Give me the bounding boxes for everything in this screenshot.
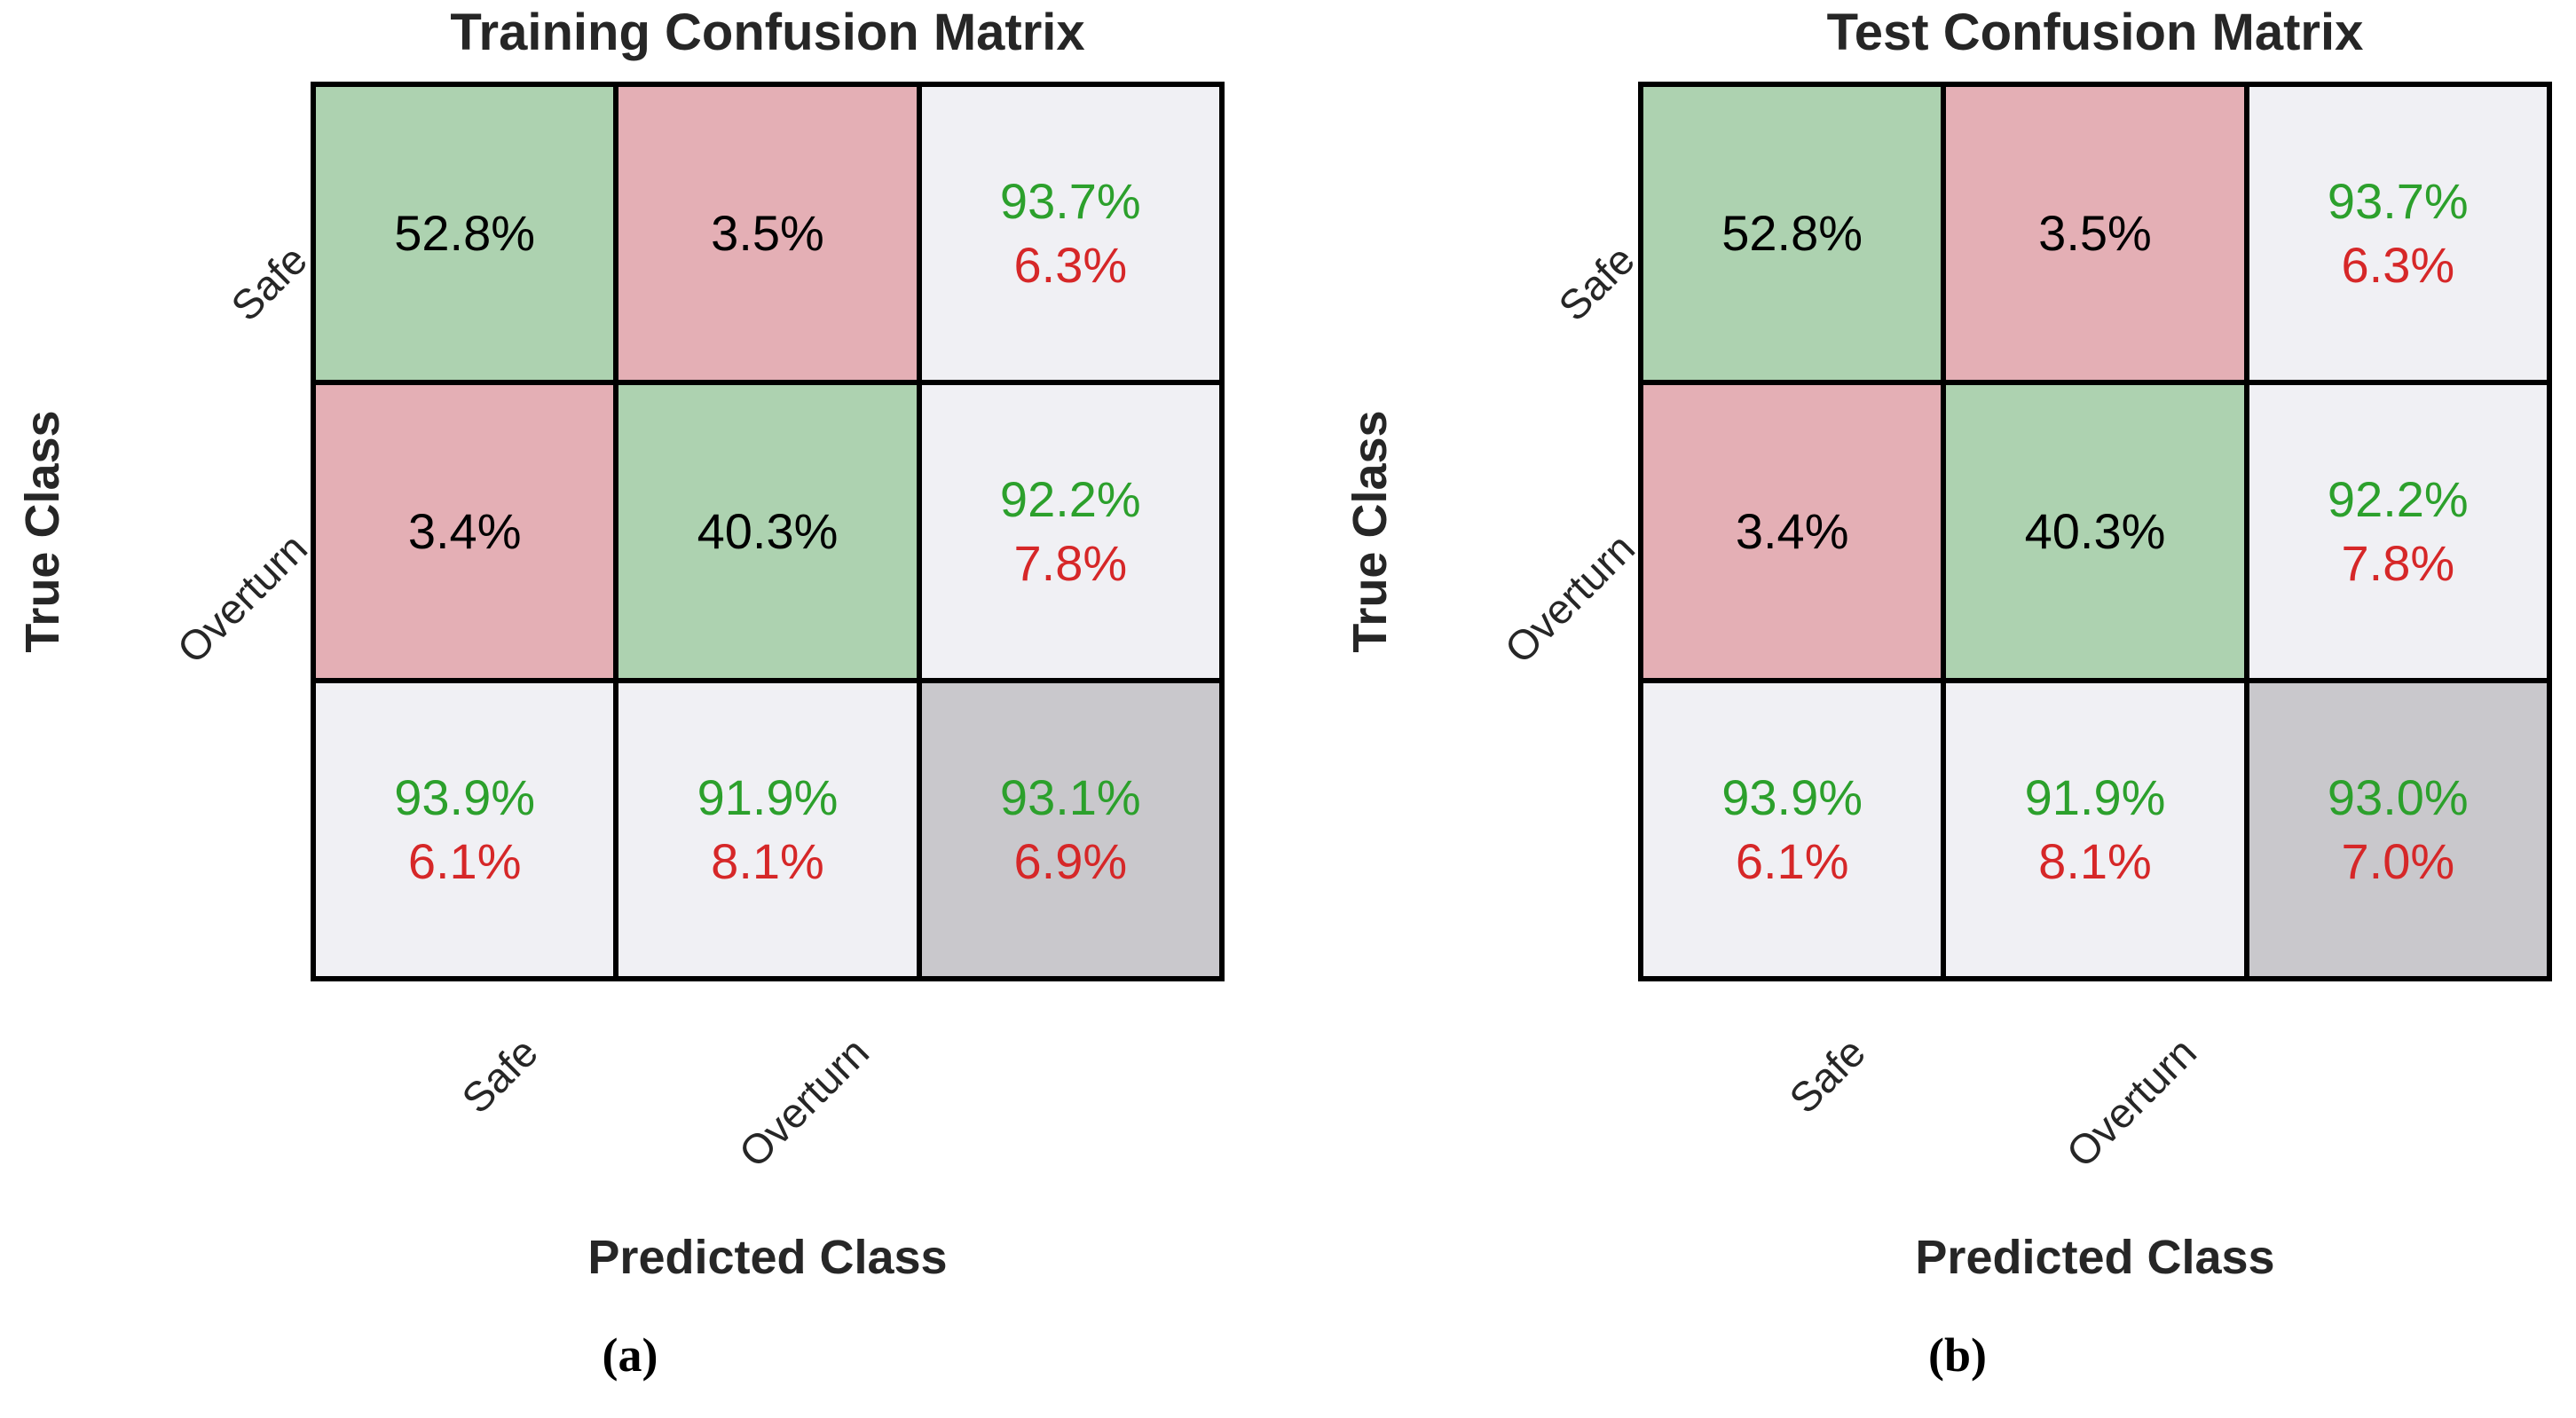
cell-true-safe-pred-safe: 52.8%: [1643, 87, 1942, 380]
cell-true-overturn-pred-safe: 3.4%: [316, 385, 614, 678]
summary-negative-value: 7.0%: [2341, 833, 2455, 889]
cell-value: 3.5%: [711, 205, 824, 262]
subfigure-caption-b: (b): [1928, 1328, 1987, 1382]
cell-true-overturn-pred-overturn: 40.3%: [1946, 385, 2244, 678]
summary-positive-value: 92.2%: [2327, 471, 2469, 528]
x-tick-safe: Safe: [453, 1028, 547, 1123]
panel-b-title: Test Confusion Matrix: [1826, 4, 2364, 61]
cell-value: 52.8%: [1721, 205, 1863, 262]
subfigure-caption-a: (a): [602, 1328, 658, 1382]
summary-positive-value: 93.9%: [1721, 769, 1863, 826]
col-summary-overturn: 91.9% 8.1%: [1946, 683, 2244, 976]
panel-a-title: Training Confusion Matrix: [450, 4, 1085, 61]
summary-positive-value: 93.7%: [2327, 173, 2469, 230]
col-summary-safe: 93.9% 6.1%: [316, 683, 614, 976]
summary-positive-value: 91.9%: [2024, 769, 2166, 826]
row-summary-overturn: 92.2% 7.8%: [2249, 385, 2547, 678]
y-axis-label: True Class: [1343, 410, 1397, 653]
x-tick-overturn: Overturn: [729, 1028, 878, 1177]
cell-value: 3.4%: [1735, 503, 1849, 560]
summary-negative-value: 6.3%: [2341, 237, 2455, 293]
cell-value: 3.4%: [407, 503, 522, 560]
cell-true-overturn-pred-safe: 3.4%: [1643, 385, 1942, 678]
y-axis-label: True Class: [16, 410, 69, 653]
cell-value: 3.5%: [2038, 205, 2152, 262]
row-summary-overturn: 92.2% 7.8%: [921, 385, 1219, 678]
x-axis-label: Predicted Class: [587, 1231, 948, 1284]
summary-negative-value: 7.8%: [2341, 535, 2455, 591]
cell-value: 40.3%: [2024, 503, 2166, 560]
summary-positive-value: 93.0%: [2327, 769, 2469, 826]
overall-accuracy-cell: 93.1% 6.9%: [921, 683, 1219, 976]
summary-negative-value: 7.8%: [1013, 535, 1128, 591]
summary-negative-value: 6.3%: [1013, 237, 1128, 293]
cell-true-overturn-pred-overturn: 40.3%: [618, 385, 917, 678]
cell-value: 52.8%: [394, 205, 536, 262]
y-tick-safe: Safe: [1549, 235, 1644, 330]
overall-accuracy-cell: 93.0% 7.0%: [2249, 683, 2547, 976]
summary-positive-value: 93.1%: [999, 769, 1141, 826]
y-tick-safe: Safe: [222, 235, 317, 330]
summary-negative-value: 6.1%: [407, 833, 522, 889]
row-summary-safe: 93.7% 6.3%: [2249, 87, 2547, 380]
cell-true-safe-pred-overturn: 3.5%: [618, 87, 917, 380]
cell-value: 40.3%: [697, 503, 839, 560]
summary-positive-value: 93.9%: [394, 769, 536, 826]
summary-negative-value: 6.1%: [1735, 833, 1849, 889]
panel-b-test: Test Confusion Matrix True Class Safe Ov…: [1327, 0, 2576, 1418]
cell-true-safe-pred-safe: 52.8%: [316, 87, 614, 380]
summary-negative-value: 8.1%: [2038, 833, 2152, 889]
summary-negative-value: 8.1%: [711, 833, 824, 889]
x-tick-safe: Safe: [1780, 1028, 1875, 1123]
summary-positive-value: 91.9%: [697, 769, 839, 826]
x-axis-label: Predicted Class: [1915, 1231, 2275, 1284]
summary-negative-value: 6.9%: [1013, 833, 1128, 889]
summary-positive-value: 93.7%: [999, 173, 1141, 230]
summary-positive-value: 92.2%: [999, 471, 1141, 528]
y-tick-overturn: Overturn: [1495, 524, 1644, 673]
row-summary-safe: 93.7% 6.3%: [921, 87, 1219, 380]
col-summary-safe: 93.9% 6.1%: [1643, 683, 1942, 976]
y-tick-overturn: Overturn: [168, 524, 317, 673]
x-tick-overturn: Overturn: [2057, 1028, 2206, 1177]
confusion-matrix-test: 52.8% 3.5% 93.7% 6.3% 3.4% 40.3% 92.2% 7…: [1638, 82, 2552, 981]
confusion-matrix-training: 52.8% 3.5% 93.7% 6.3% 3.4% 40.3% 92.2% 7…: [311, 82, 1225, 981]
cell-true-safe-pred-overturn: 3.5%: [1946, 87, 2244, 380]
col-summary-overturn: 91.9% 8.1%: [618, 683, 917, 976]
panel-a-training: Training Confusion Matrix True Class Saf…: [0, 0, 1287, 1418]
